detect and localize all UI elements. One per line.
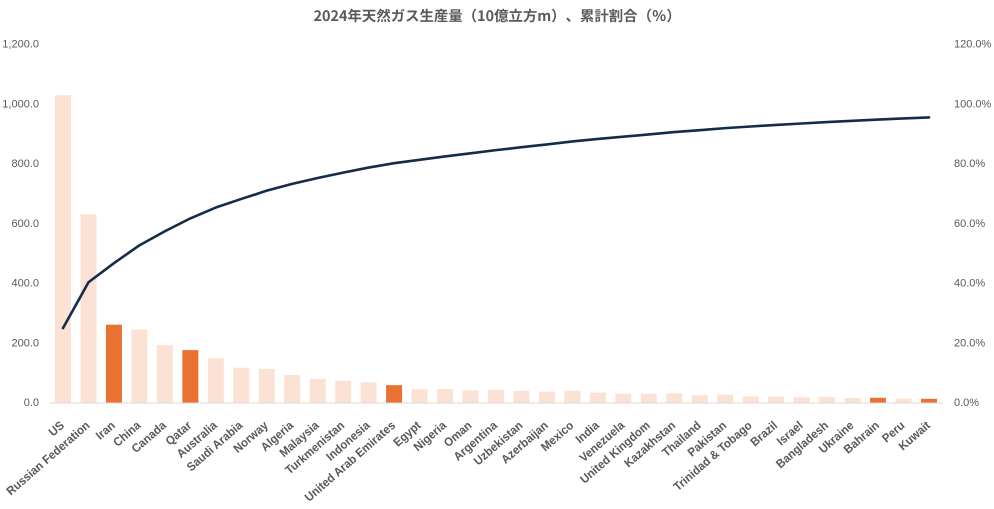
svg-text:80.0%: 80.0% [954, 158, 985, 170]
svg-text:60.0%: 60.0% [954, 218, 985, 230]
svg-text:1,200.0: 1,200.0 [2, 39, 39, 51]
svg-text:40.0%: 40.0% [954, 278, 985, 290]
svg-text:0.0%: 0.0% [954, 397, 979, 409]
svg-text:100.0%: 100.0% [954, 98, 992, 110]
svg-text:1,000.0: 1,000.0 [2, 98, 39, 110]
svg-text:400.0: 400.0 [11, 278, 39, 290]
svg-text:120.0%: 120.0% [954, 39, 992, 51]
svg-text:200.0: 200.0 [11, 337, 39, 349]
svg-text:0.0: 0.0 [24, 397, 39, 409]
svg-text:800.0: 800.0 [11, 158, 39, 170]
svg-text:20.0%: 20.0% [954, 337, 985, 349]
svg-text:600.0: 600.0 [11, 218, 39, 230]
